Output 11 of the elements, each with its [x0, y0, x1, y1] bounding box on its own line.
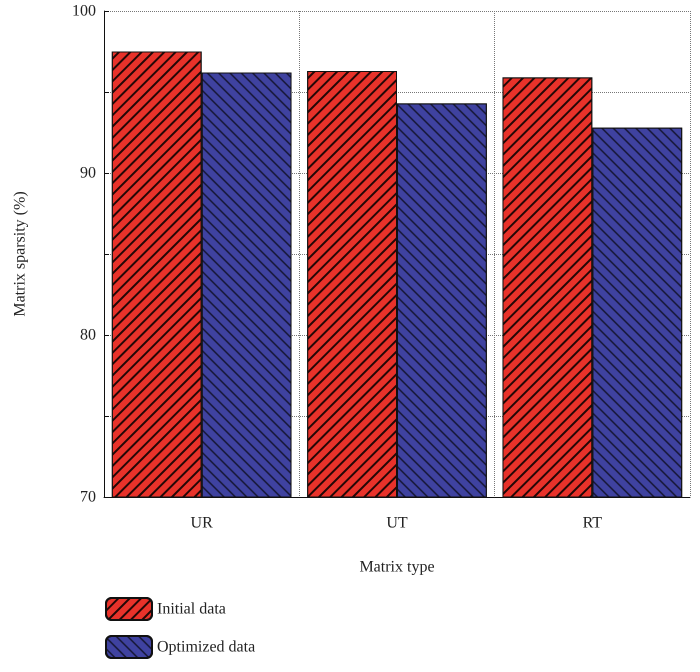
y-tick-label: 100	[72, 2, 96, 20]
x-tick-label: UT	[386, 514, 408, 532]
x-tick-label: RT	[582, 514, 602, 532]
y-tick-label: 90	[80, 164, 96, 182]
x-tick-label: UR	[190, 514, 214, 532]
legend-label: Optimized data	[157, 638, 256, 656]
y-axis-title: Matrix sparsity (%)	[12, 191, 28, 317]
y-tick-label: 80	[80, 326, 96, 344]
x-axis-title: Matrix type	[359, 558, 435, 576]
y-tick-label: 70	[80, 488, 96, 506]
legend-label: Initial data	[157, 600, 226, 618]
